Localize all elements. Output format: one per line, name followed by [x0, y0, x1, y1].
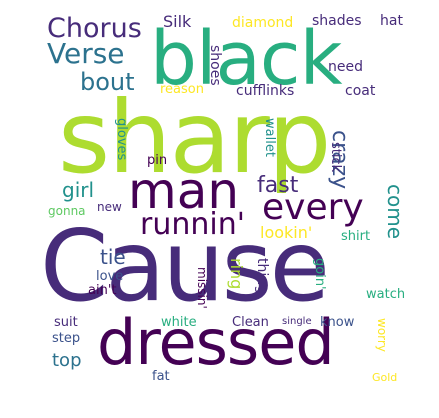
word-man: man: [128, 162, 240, 220]
word-chorus: Chorus: [47, 13, 142, 44]
word-girl: girl: [62, 178, 95, 202]
word-shades: shades: [312, 13, 362, 29]
word-need: need: [328, 59, 363, 75]
word-sharp: sharp: [58, 79, 331, 196]
word-new: new: [97, 200, 122, 214]
word-aint: ain't: [88, 283, 117, 298]
word-pin: pin: [147, 153, 168, 168]
word-shirt: shirt: [341, 229, 371, 244]
word-fat: fat: [152, 369, 170, 384]
word-step: step: [52, 331, 81, 346]
word-fast: fast: [257, 173, 299, 198]
word-runnin: runnin': [140, 207, 245, 242]
word-verse: Verse: [47, 37, 125, 70]
word-wallet: wallet: [262, 118, 277, 157]
word-ring: ring: [227, 258, 246, 290]
word-dressed: dressed: [97, 306, 335, 379]
word-cufflinks: cufflinks: [236, 83, 295, 99]
word-gonna: gonna: [48, 204, 86, 218]
word-clean: Clean: [232, 315, 269, 330]
word-diamond: diamond: [232, 15, 294, 31]
word-know: know: [320, 315, 355, 330]
word-gloves: gloves: [114, 118, 129, 161]
word-love: love: [96, 269, 124, 284]
word-stick: stick: [328, 142, 343, 173]
word-silk: Silk: [163, 12, 192, 31]
word-white: white: [161, 315, 197, 330]
word-reason: reason: [160, 82, 204, 97]
word-coat: coat: [345, 83, 376, 99]
word-every: every: [262, 187, 364, 228]
word-goin: goin': [312, 258, 327, 290]
word-watch: watch: [366, 287, 406, 302]
word-shoes: shoes: [207, 45, 223, 86]
word-gold: Gold: [372, 371, 398, 384]
word-thing: thing: [254, 258, 270, 295]
word-tie: tie: [100, 245, 126, 269]
word-top: top: [52, 350, 82, 371]
word-cause: Cause: [40, 210, 330, 324]
word-black: black: [150, 16, 342, 102]
word-lookin: lookin': [260, 223, 313, 242]
word-come: come: [383, 184, 407, 240]
word-bout: bout: [80, 68, 135, 96]
word-single: single: [282, 316, 312, 327]
word-suit: suit: [54, 315, 78, 330]
word-hat: hat: [380, 13, 403, 29]
word-missin: missin': [195, 267, 209, 309]
word-worry: worry: [375, 318, 389, 352]
